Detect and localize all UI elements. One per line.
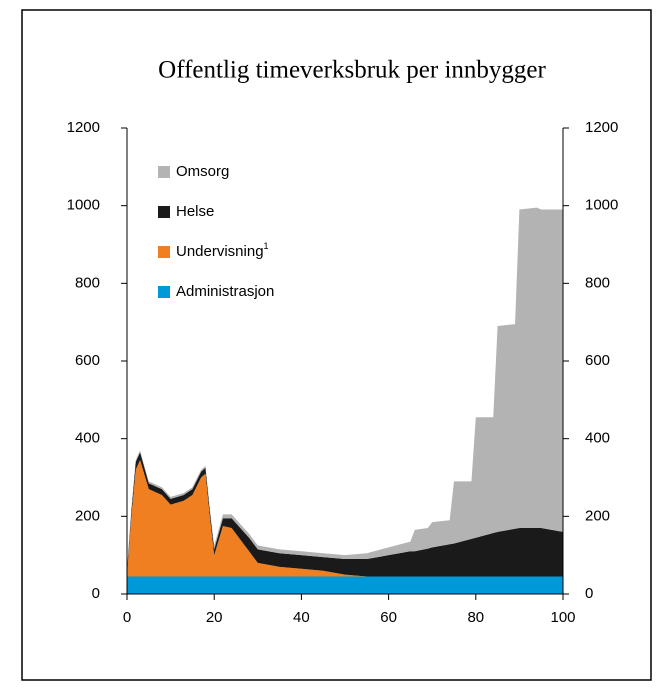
x-tick-label: 60 — [380, 609, 397, 626]
legend-label: Administrasjon — [176, 283, 274, 300]
area — [127, 576, 563, 594]
y2-tick-label: 600 — [585, 352, 610, 369]
y-tick-label: 0 — [92, 585, 100, 602]
y-tick-label: 600 — [75, 352, 100, 369]
legend-swatch — [158, 206, 170, 218]
y-tick-label: 1000 — [67, 197, 100, 214]
x-tick-label: 20 — [206, 609, 223, 626]
area — [127, 207, 563, 571]
footnote-marker: 1 — [264, 241, 269, 251]
y-tick-label: 400 — [75, 430, 100, 447]
y-tick-label: 200 — [75, 507, 100, 524]
y2-tick-label: 800 — [585, 274, 610, 291]
y2-tick-label: 200 — [585, 507, 610, 524]
x-tick-label: 0 — [123, 609, 131, 626]
y-tick-label: 1200 — [67, 119, 100, 136]
legend-label: Omsorg — [176, 163, 229, 180]
legend-swatch — [158, 166, 170, 178]
x-tick-label: 40 — [293, 609, 310, 626]
legend-label: Helse — [176, 203, 214, 220]
x-tick-label: 100 — [550, 609, 575, 626]
legend-swatch — [158, 286, 170, 298]
area — [127, 452, 563, 577]
y2-tick-label: 1000 — [585, 197, 618, 214]
y-tick-label: 800 — [75, 274, 100, 291]
area — [127, 460, 563, 577]
y2-tick-label: 0 — [585, 585, 593, 602]
legend-swatch — [158, 246, 170, 258]
chart-title: Offentlig timeverksbruk per innbygger — [158, 57, 546, 84]
legend-label-text: Undervisning — [176, 243, 264, 260]
y2-tick-label: 400 — [585, 430, 610, 447]
y2-tick-label: 1200 — [585, 119, 618, 136]
legend-label: Undervisning1 — [176, 241, 269, 260]
frame — [21, 9, 652, 681]
x-tick-label: 80 — [467, 609, 484, 626]
